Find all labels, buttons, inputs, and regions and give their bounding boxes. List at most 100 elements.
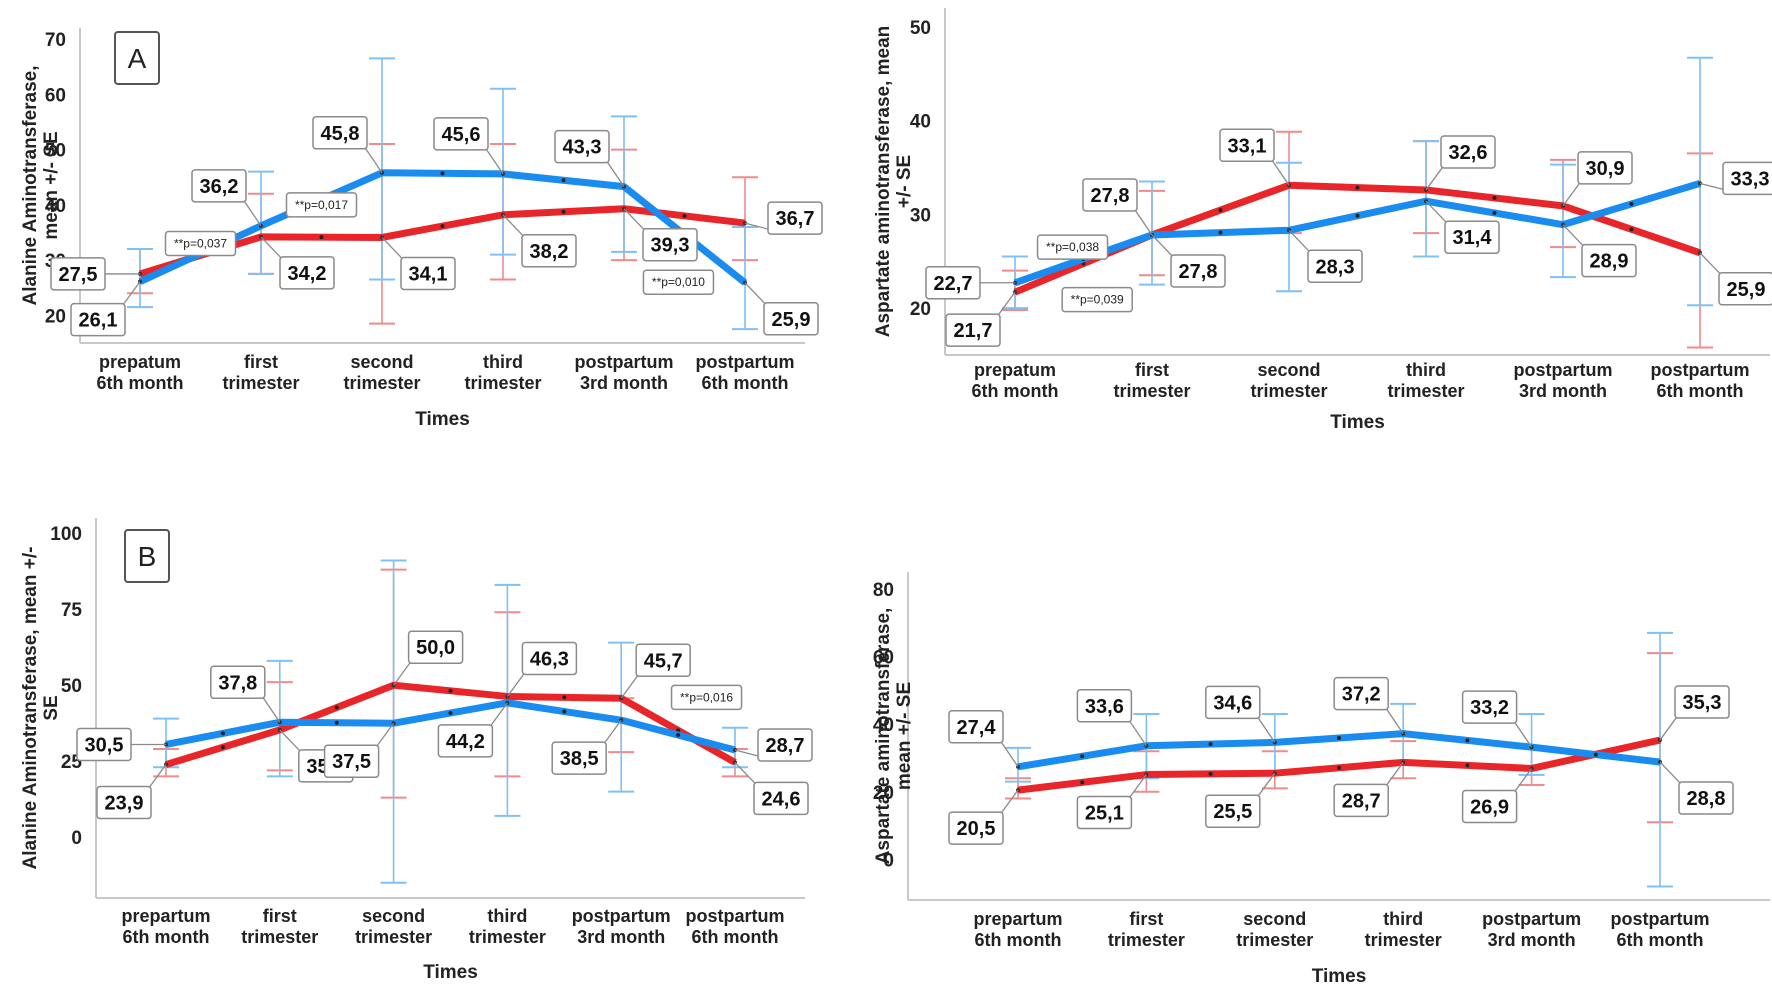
data-label-text: 38,5 [560,748,599,770]
data-label: 27,8 [1082,178,1153,236]
segment-dot [1208,771,1213,776]
data-label-text: 38,2 [530,241,569,263]
data-label-text: 30,5 [85,734,124,756]
segment-dot [1355,213,1360,218]
error-bar-blue [1550,163,1576,279]
x-tick-label: first trimester [1108,909,1185,950]
data-label-box [1219,128,1275,163]
data-label-leader [998,738,1019,768]
segment-dot [682,213,687,218]
data-label-leader [1255,714,1276,743]
x-tick-label-line: postpartum [575,352,674,372]
x-tick-label-line: trimester [1236,930,1313,950]
data-label-text: 43,3 [563,137,602,159]
segment-dot [1492,195,1497,200]
data-label-box [407,630,464,664]
x-tick-label: prepartum 6th month [973,909,1062,950]
data-label: 34,2 [260,236,335,290]
x-tick-label-line: first [1129,909,1163,929]
data-label-text: 33,2 [1470,697,1509,719]
segment-dot [561,178,566,183]
data-label-box [70,302,126,337]
data-label-box [1674,685,1730,719]
y-tick-label: 40 [910,112,931,133]
data-label-leader [1132,206,1153,236]
p-value-box [1036,234,1109,260]
y-tick-label: 50 [45,141,66,162]
y-tick-label: 0 [71,828,82,849]
data-label-leader [1255,772,1276,800]
y-axis-title-line: +/- SE [894,155,915,208]
data-label-text: 30,9 [1586,158,1625,180]
data-label: 20,5 [948,789,1019,845]
x-tick-label-line: third [487,906,527,926]
data-label-text: 25,9 [772,309,811,331]
data-label-leader [1699,252,1724,278]
x-tick-label: first trimester [222,352,299,393]
data-label: 45,8 [312,116,383,174]
p-value-text: **p=0,016 [680,690,733,704]
data-label: 27,8 [1151,234,1226,288]
data-label-box [1461,690,1518,724]
x-tick-label-line: postpartum [572,906,671,926]
x-tick-label-line: trimester [1113,381,1190,401]
segment-dot [448,711,453,716]
x-tick-label: prepatum 6th month [97,352,184,393]
data-label: 32,6 [1425,135,1496,191]
data-label-text: 20,5 [957,818,996,840]
x-tick-label-line: trimester [1108,930,1185,950]
segment-dot [1629,202,1634,207]
y-axis-title-line: Alanine Aminotransferase, [20,65,41,305]
y-tick-label: 80 [873,580,894,601]
x-tick-label-line: trimester [1387,381,1464,401]
x-tick-label-line: postpartum [1514,360,1613,380]
data-label-box [551,741,607,775]
x-tick-label: third trimester [1365,909,1442,950]
data-label-text: 34,6 [1213,692,1252,714]
data-label: 33,2 [1461,690,1533,748]
x-tick-label: third trimester [469,906,546,947]
data-label-leader [1126,774,1147,801]
data-label-box [76,727,132,762]
p-value-text: **p=0,038 [1046,240,1099,254]
x-tick-label-line: 3rd month [577,927,665,947]
data-label-box [312,116,368,150]
data-label-box [1307,249,1363,284]
data-label-leader [734,761,759,787]
data-label-text: 23,9 [105,793,144,815]
x-axis-title: Times [1330,412,1385,433]
data-label-leader [146,764,167,791]
data-label-box [1170,254,1226,288]
p-value-annotation: **p=0,016 [670,684,743,711]
x-tick-label-line: 6th month [97,373,184,393]
data-label-leader [260,236,285,262]
data-label: 28,7 [1333,761,1404,818]
data-label-text: 36,7 [776,208,815,230]
data-label-text: 28,7 [766,735,805,757]
data-label-box [1205,685,1261,720]
p-value-text: **p=0,039 [1071,293,1124,307]
y-axis-title-line: Aspartate aminotransferase, mean [873,26,894,338]
data-label: 34,6 [1205,685,1276,743]
data-label-box [1718,272,1772,306]
segment-dot [220,731,225,736]
p-value-box [285,192,358,218]
x-tick-label-line: third [1406,360,1446,380]
y-axis-title: Aspartate aminotransferase,mean +/- SE [873,608,915,865]
data-label-leader [260,693,281,723]
data-label: 27,4 [948,710,1019,768]
data-label: 36,7 [744,201,823,235]
data-label: 25,1 [1076,774,1147,830]
segment-dot [440,171,445,176]
segment-dot [1080,754,1085,759]
data-label-text: 37,8 [218,672,257,694]
data-label-leader [279,729,304,755]
data-label-leader [1151,234,1176,260]
x-tick-label-line: 3rd month [580,373,668,393]
segment-dot [1208,742,1213,747]
data-label-box [1205,794,1261,828]
data-label: 30,5 [76,727,166,762]
data-label-text: 44,2 [446,731,485,753]
data-label-leader [1383,705,1404,734]
